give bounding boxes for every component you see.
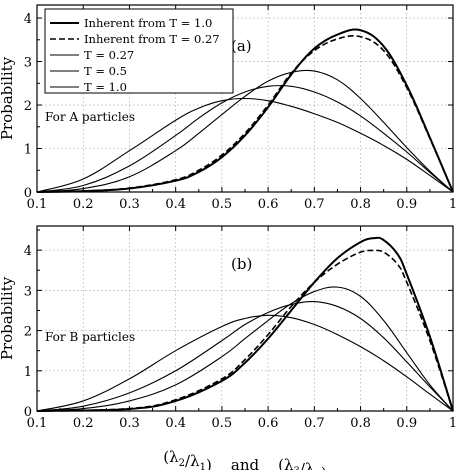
series-line-t-0-27: [36, 69, 454, 193]
x-tick-label: 0.7: [304, 416, 325, 431]
x-tick-label: 0.8: [350, 416, 371, 431]
x-tick-label: 1: [449, 197, 457, 212]
panel-a-series: [36, 28, 454, 193]
panel-a-ylabel: Probability: [0, 56, 16, 140]
x-tick-label: 0.9: [396, 197, 417, 212]
y-tick-label: 0: [24, 405, 32, 420]
y-tick-label: 3: [24, 284, 32, 299]
x-tick-label: 0.5: [212, 197, 233, 212]
panel-a-frame: [36, 4, 454, 193]
y-tick-label: 0: [24, 186, 32, 201]
panel-b-annotation: For B particles: [45, 330, 135, 344]
series-line-t-1-0: [36, 314, 454, 412]
x-tick-label: 0.4: [165, 197, 186, 212]
legend-entry: Inherent from T = 0.27: [84, 32, 220, 46]
y-tick-label: 4: [24, 12, 32, 27]
x-tick-label: 0.1: [27, 197, 48, 212]
legend-entry: Inherent from T = 1.0: [84, 16, 212, 30]
y-tick-label: 3: [24, 56, 32, 71]
panel-b: 0.1 0.2 0.3 0.4 0.5 0.6 0.7 0.8 0.9 1 0 1 2 3 4 Probab…: [0, 225, 457, 431]
series-line-t-0-5: [36, 85, 454, 193]
x-tick-label: 0.4: [165, 416, 186, 431]
y-tick-label: 4: [24, 244, 32, 259]
y-tick-label: 2: [24, 325, 32, 340]
x-axis-label: (λ2/λ1) and (λ3/λ2): [163, 448, 326, 470]
legend: Inherent from T = 1.0 Inherent from T = 0…: [44, 8, 234, 94]
series-line-inherent-from-t-1-0: [36, 236, 454, 412]
y-tick-label: 1: [24, 365, 32, 380]
series-line-t-0-27: [36, 286, 454, 412]
y-tick-label: 2: [24, 99, 32, 114]
series-line-inherent-from-t-0-27: [36, 35, 454, 193]
x-tick-label: 1: [449, 416, 457, 431]
x-tick-label: 0.7: [304, 197, 325, 212]
x-tick-label: 0.2: [73, 197, 94, 212]
x-tick-label: 0.3: [119, 416, 140, 431]
legend-entry: T = 1.0: [84, 80, 127, 94]
legend-entry: T = 0.5: [84, 64, 127, 78]
x-tick-label: 0.9: [396, 416, 417, 431]
x-tick-label: 0.8: [350, 197, 371, 212]
panel-b-ylabel: Probability: [0, 276, 16, 360]
panel-a: 0.1 0.2 0.3 0.4 0.5 0.6 0.7 0.8 0.9 1 0 1 2 3 4 Probab…: [0, 4, 457, 212]
series-line-t-1-0: [36, 97, 454, 193]
x-tick-label: 0.6: [258, 416, 279, 431]
panel-a-tag: (a): [231, 37, 252, 55]
panel-b-frame: [36, 225, 454, 412]
legend-entry: T = 0.27: [84, 48, 134, 62]
y-tick-label: 1: [24, 143, 32, 158]
x-tick-label: 0.5: [212, 416, 233, 431]
x-tick-label: 0.2: [73, 416, 94, 431]
series-line-inherent-from-t-0-27: [36, 249, 454, 412]
panel-a-annotation: For A particles: [45, 110, 135, 124]
x-tick-label: 0.3: [119, 197, 140, 212]
x-tick-label: 0.6: [258, 197, 279, 212]
series-line-t-0-5: [36, 300, 454, 412]
panel-b-tag: (b): [231, 255, 252, 273]
panel-b-series: [36, 236, 454, 412]
x-tick-label: 0.1: [27, 416, 48, 431]
